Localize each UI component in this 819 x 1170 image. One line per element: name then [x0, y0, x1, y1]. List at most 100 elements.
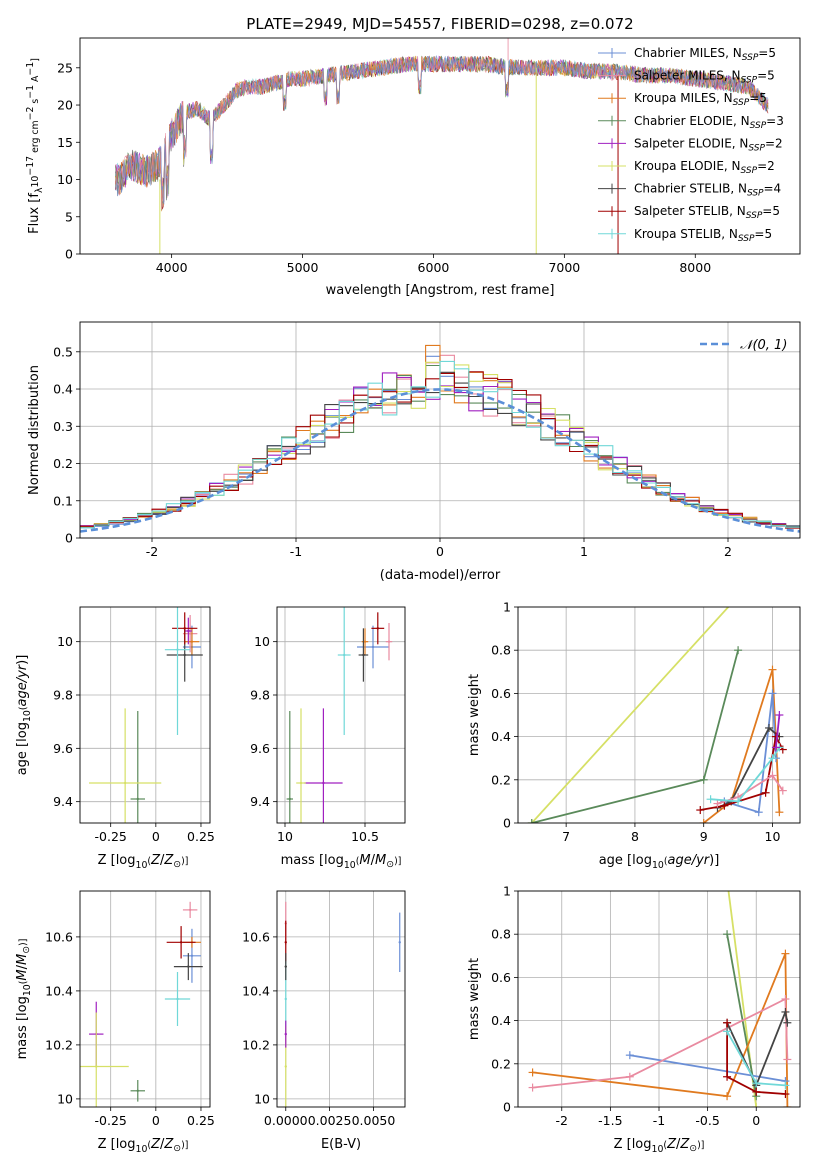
data-point	[284, 997, 287, 1001]
data-point	[387, 640, 391, 643]
y-tick-label: 0.3	[53, 419, 73, 434]
y-tick-label: 10	[57, 1091, 73, 1106]
data-point	[176, 997, 179, 1001]
y-tick-label: 0.2	[491, 772, 511, 787]
x-tick-label: 2	[724, 544, 732, 559]
y-tick-label: 9.4	[53, 794, 73, 809]
x-tick-label: 0.0000	[264, 1113, 308, 1128]
y-tick-label: 10.2	[45, 1037, 73, 1052]
x-tick-label: 7000	[548, 260, 580, 275]
data-point	[284, 965, 287, 968]
data-point	[187, 965, 190, 968]
y-tick-label: 9.6	[53, 741, 73, 756]
y-tick-label: 10	[254, 1091, 270, 1106]
data-point	[322, 781, 325, 785]
x-tick-label: 9	[700, 829, 708, 844]
y-axis-label: Flux [fλ10−17 erg cm−2 s−1 A−1]	[25, 58, 45, 234]
y-tick-label: 9.8	[250, 688, 270, 703]
histogram-series	[80, 360, 800, 529]
y-tick-label: 0	[65, 247, 73, 262]
x-tick-label: -0.25	[95, 1113, 127, 1128]
y-tick-label: 10.4	[242, 983, 270, 998]
plot-area-mass_vs_EBV	[284, 901, 401, 1107]
weight-line	[775, 714, 781, 748]
data-point	[299, 781, 303, 785]
data-point	[371, 645, 375, 649]
y-tick-label: 0.4	[491, 1013, 511, 1028]
y-tick-label: 0.6	[491, 970, 511, 985]
data-point	[136, 1089, 139, 1093]
x-tick-label: 0.0050	[352, 1113, 396, 1128]
data-point	[362, 653, 365, 657]
y-tick-label: 15	[57, 135, 73, 150]
y-axis-label: mass weight	[467, 958, 482, 1040]
weight-line	[726, 1008, 789, 1088]
y-tick-label: 0.2	[53, 456, 73, 471]
data-point	[343, 653, 346, 657]
x-tick-label: 8000	[679, 260, 711, 275]
y-tick-label: 5	[65, 209, 73, 224]
x-tick-label: -1	[290, 544, 302, 559]
x-axis-label: Z [log10(Z/Z⊙)]	[614, 1137, 705, 1155]
axes-frame	[79, 606, 211, 824]
x-tick-label: 0.25	[187, 829, 215, 844]
weight-line	[726, 1022, 786, 1095]
panel-spectrum: 4000 5000 6000 7000 8000 0 5 10 15 20 25 Chabrier M…	[25, 37, 801, 298]
y-axis-label: age [log10(age/yr)]	[15, 655, 33, 776]
data-point	[95, 1065, 98, 1068]
y-tick-label: 9.4	[250, 794, 270, 809]
y-tick-label: 0.6	[491, 686, 511, 701]
axes-frame	[517, 606, 801, 824]
y-tick-label: 0.4	[491, 729, 511, 744]
x-tick-label: 6000	[418, 260, 450, 275]
x-tick-label: 10	[765, 829, 781, 844]
plot-area-residuals	[80, 344, 800, 533]
data-point	[187, 629, 190, 633]
data-point	[188, 908, 192, 912]
y-tick-label: 0.8	[491, 643, 511, 658]
x-tick-label: 0	[152, 829, 160, 844]
x-tick-label: 0.25	[187, 1113, 215, 1128]
y-axis-label: mass [log10(M/M⊙)]	[15, 939, 33, 1060]
y-tick-label: 20	[57, 98, 73, 113]
plot-area-mass_vs_Z	[80, 901, 203, 1107]
y-tick-label: 0.2	[491, 1056, 511, 1071]
data-point	[190, 954, 194, 957]
panel-age_vs_mass: 10 10.5 9.4 9.6 9.8 10 mass [log10(M/M⊙)]	[250, 606, 406, 871]
x-tick-label: 10	[277, 829, 293, 844]
legend-label: Chabrier STELIB, NSSP=4	[634, 182, 781, 199]
normal-curve	[80, 388, 800, 533]
plot-area-weight_vs_age	[527, 607, 787, 823]
legend-label: Chabrier MILES, NSSP=5	[634, 46, 776, 63]
weight-line	[710, 746, 781, 803]
panel-residuals: -2 -1 0 1 2 0 0.1 0.2 0.3 0.4 0.5 𝒩(0, 1) (data-mode…	[27, 321, 801, 583]
weight-line	[532, 997, 789, 1089]
x-tick-label: 0.0025	[308, 1113, 352, 1128]
y-tick-label: 10.6	[242, 929, 270, 944]
axes-frame	[79, 37, 801, 255]
weight-line	[726, 934, 758, 1097]
legend-label: Salpeter ELODIE, NSSP=2	[634, 136, 783, 153]
y-tick-label: 0	[503, 816, 511, 831]
weight-line	[724, 693, 777, 814]
data-point	[123, 781, 127, 785]
axes-frame	[276, 890, 406, 1108]
data-point	[188, 632, 192, 635]
plot-area-weight_vs_Z	[528, 891, 792, 1107]
y-tick-label: 0.1	[53, 493, 73, 508]
y-axis-label: Normed distribution	[27, 365, 42, 495]
plot-area-spectrum	[115, 38, 769, 254]
data-point	[363, 640, 367, 643]
plot-area-age_vs_mass	[286, 607, 393, 823]
data-point	[284, 1032, 287, 1036]
x-tick-label: -2	[146, 544, 158, 559]
panel-mass_vs_EBV: 0.0000 0.0025 0.0050 10 10.2 10.4 10.6 E(B-V)	[242, 890, 406, 1152]
y-tick-label: 10	[254, 634, 270, 649]
legend-label: Kroupa ELODIE, NSSP=2	[634, 159, 775, 176]
x-tick-label: 4000	[156, 260, 188, 275]
legend-label: Chabrier ELODIE, NSSP=3	[634, 114, 784, 131]
data-point	[179, 941, 183, 944]
legend-label: 𝒩(0, 1)	[740, 338, 787, 353]
data-point	[376, 627, 379, 630]
x-axis-label: (data-model)/error	[380, 568, 501, 583]
